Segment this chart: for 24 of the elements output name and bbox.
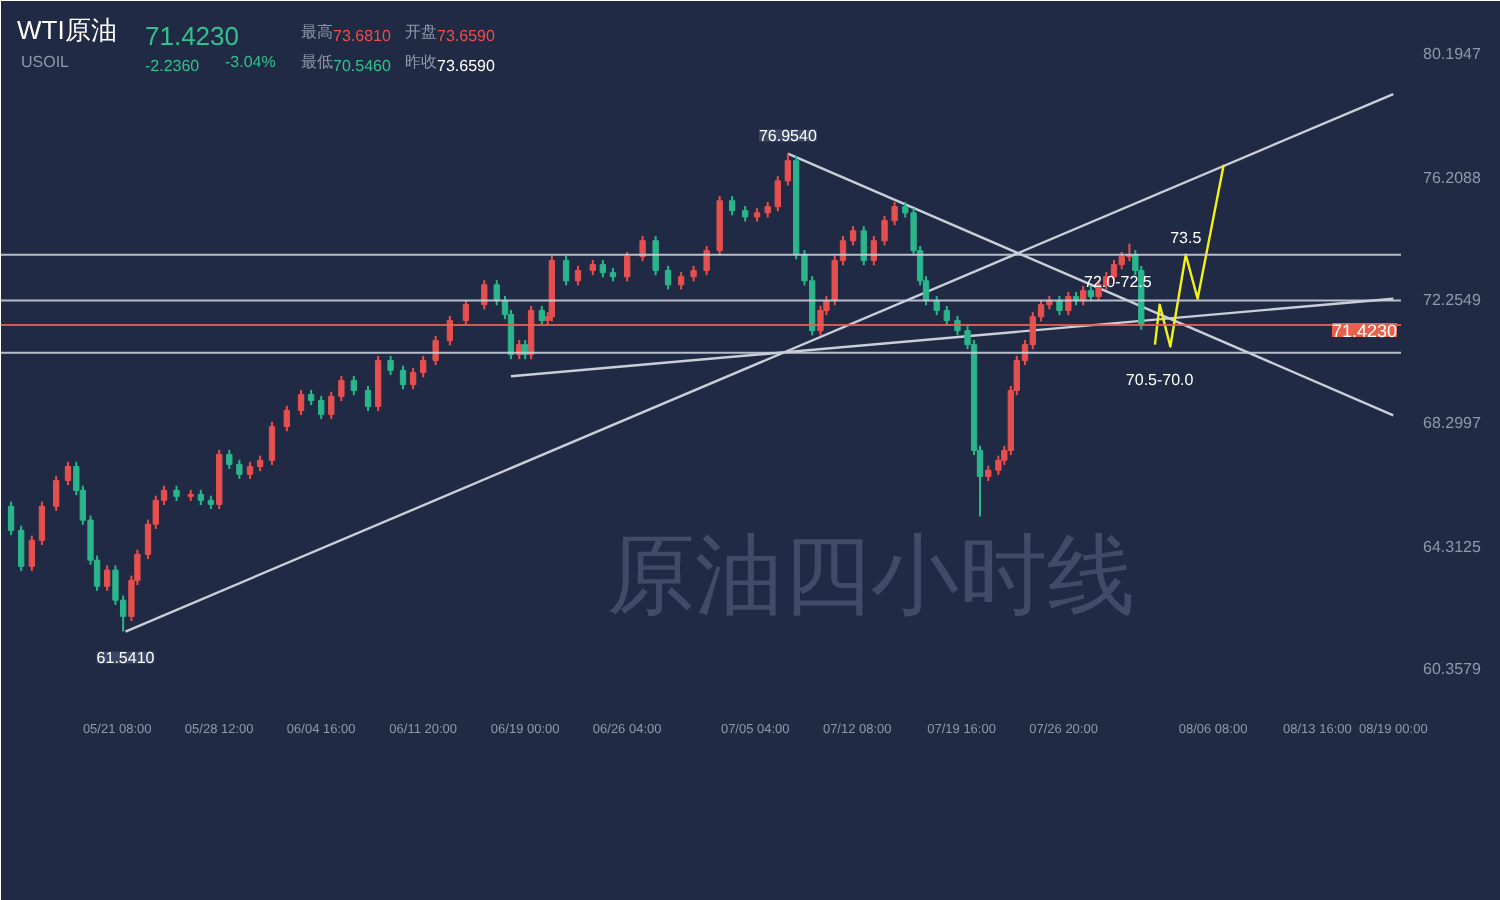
annotation: 最低 [301,53,333,71]
y-tick-label: 64.3125 [1423,537,1482,556]
text: WTI原油 [17,15,117,45]
annotation: 73.6810 [333,27,392,45]
y-tick-label: 76.2088 [1423,168,1482,187]
y-tick-label: 68.2997 [1423,413,1482,432]
y-tick-label: 80.1947 [1423,44,1482,63]
annotation: 70.5-70.0 [1125,370,1195,389]
annotation: -3.04% [225,53,276,71]
annotation: 70.5460 [333,57,392,75]
y-tick-label: 60.3579 [1423,660,1482,679]
y-tick-label: 72.2549 [1423,291,1482,310]
annotation: 76.9540 [758,127,818,146]
annotation: 最高 [301,23,333,41]
annotation: -2.2360 [145,57,201,75]
annotation: 昨收 [405,53,437,71]
annotation: 73.5 [1170,228,1203,247]
annotation: USOIL [21,53,71,71]
annotation: 61.5410 [96,649,156,668]
annotation: 73.6590 [437,27,496,45]
annotation: 71.4230 [145,21,239,51]
annotation: 开盘 [405,23,437,41]
ref-line-label: 71.4230 [1331,321,1398,342]
annotation: 73.6590 [437,57,496,75]
